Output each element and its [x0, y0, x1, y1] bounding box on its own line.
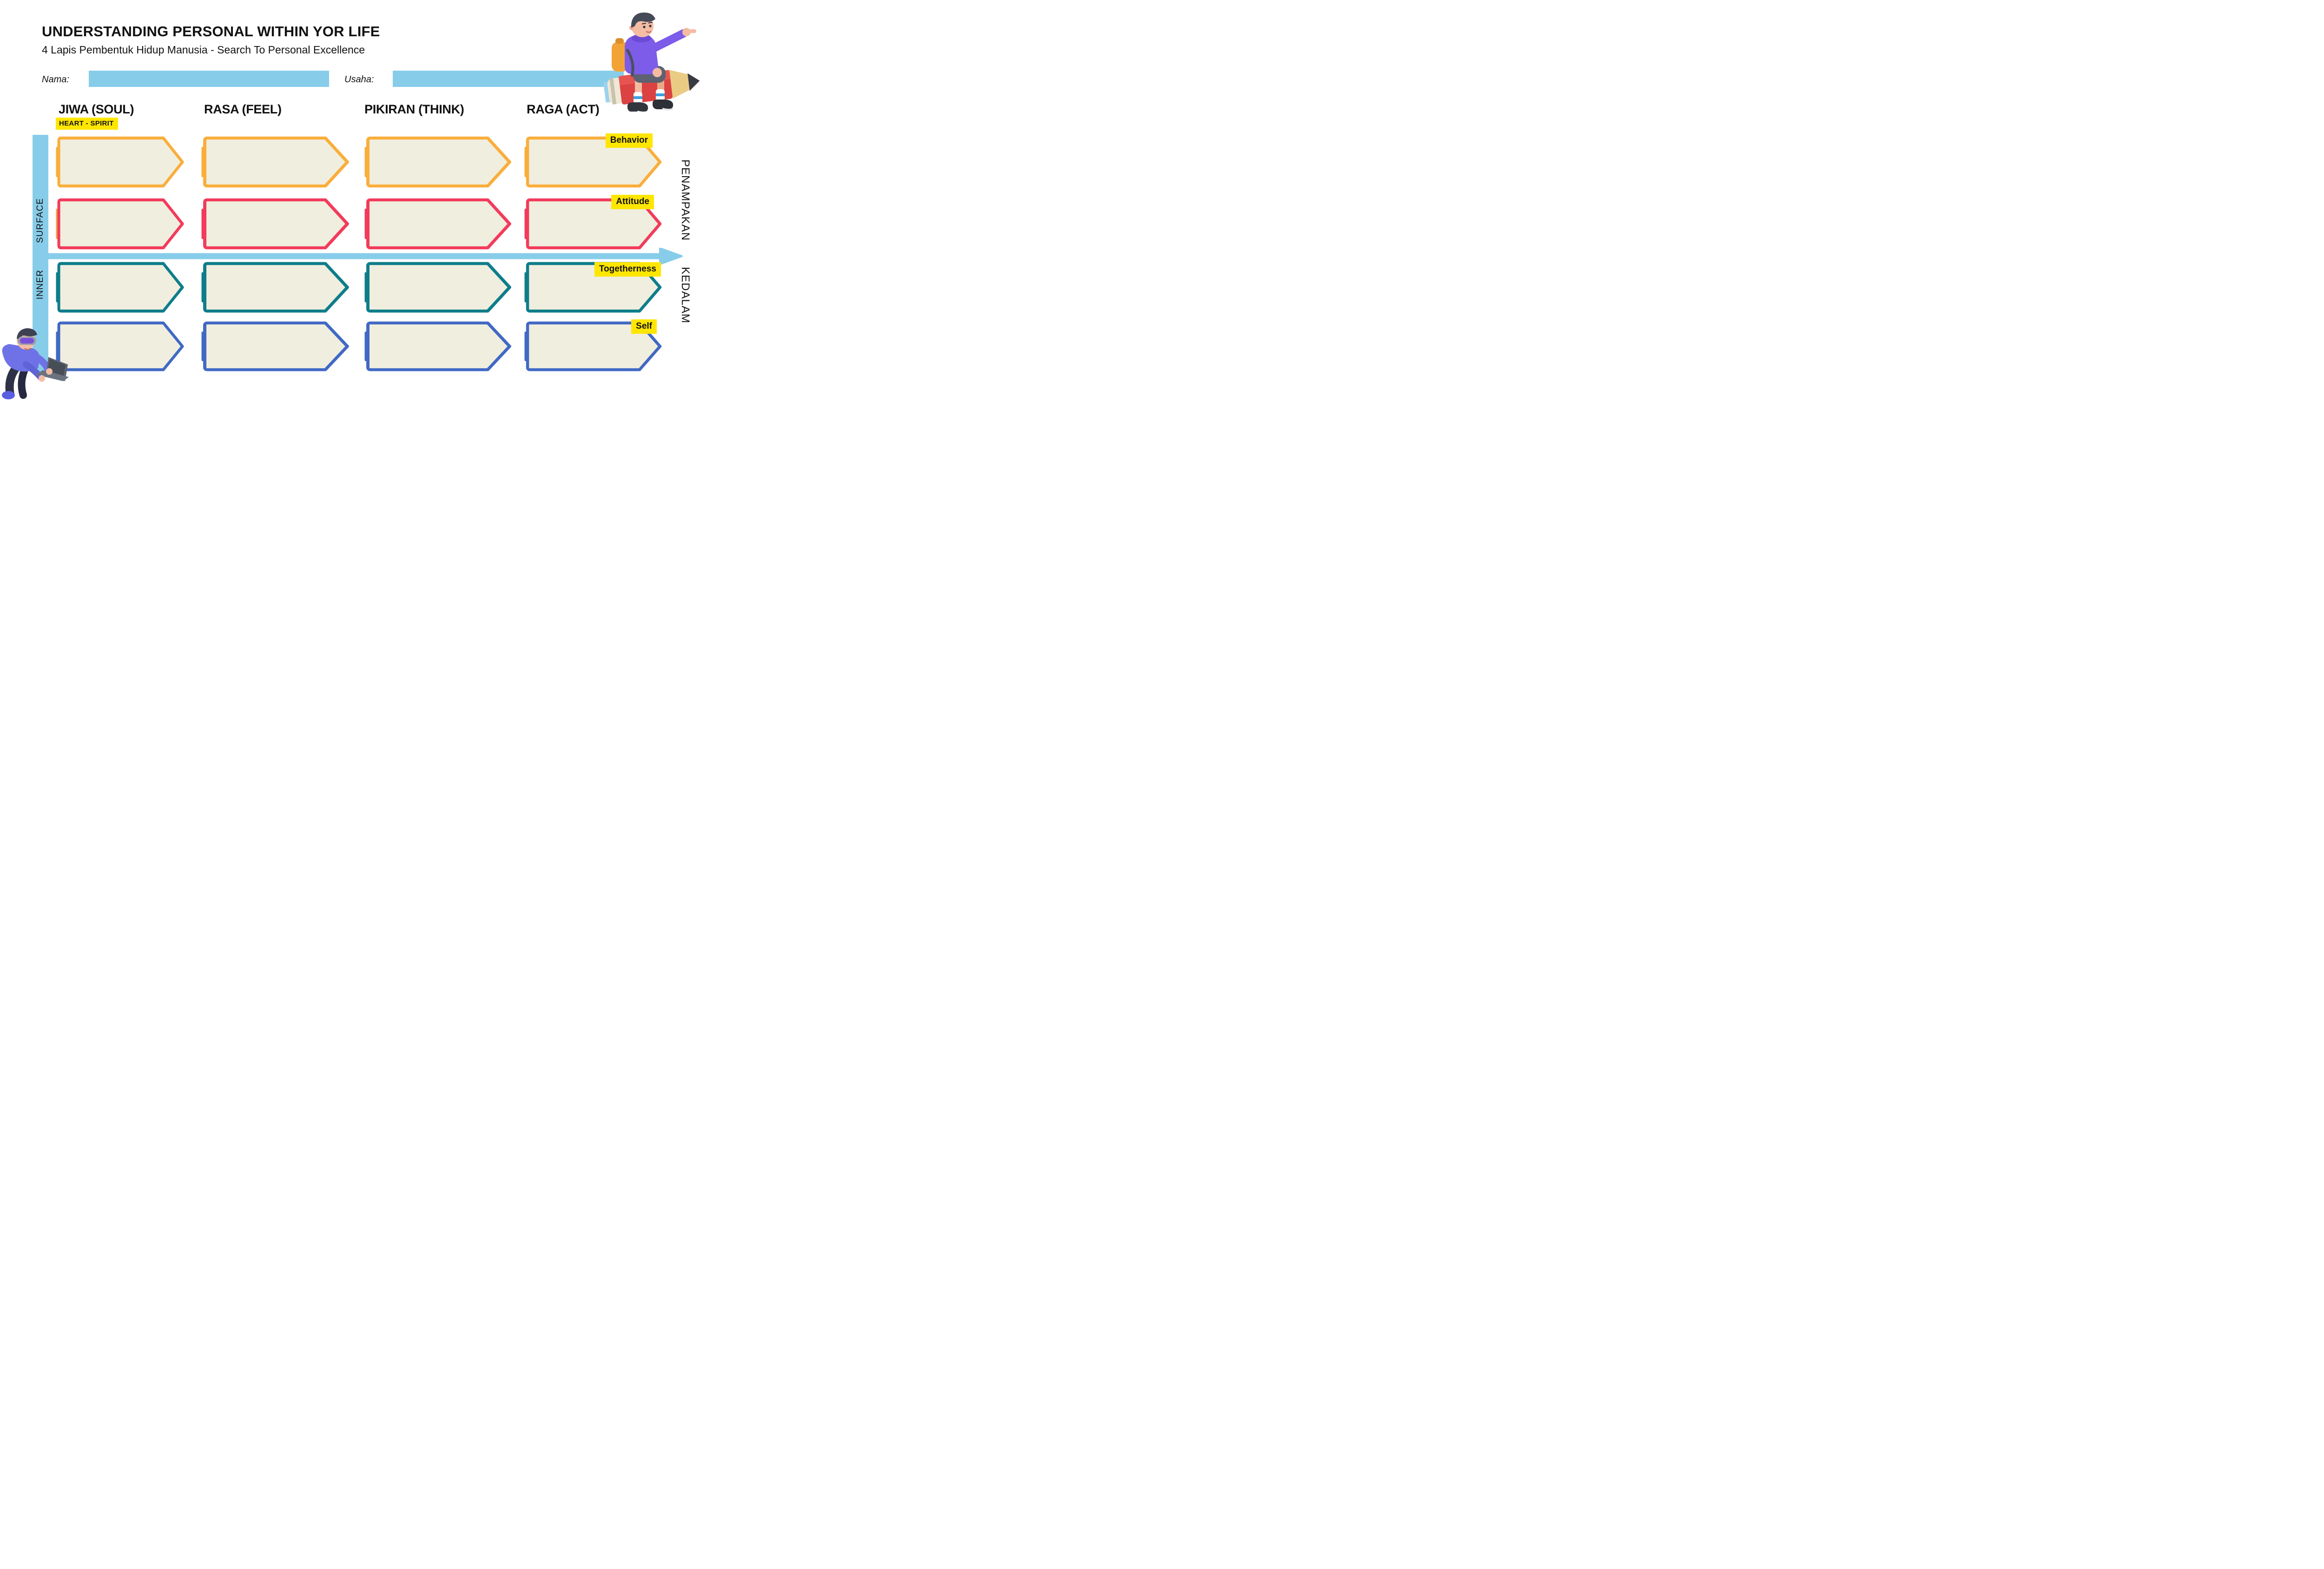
cell-raga-self[interactable]: [524, 320, 664, 373]
cell-jiwa-behavior[interactable]: [56, 135, 186, 189]
cell-raga-behavior[interactable]: [524, 135, 664, 189]
column-header-rasa: RASA (FEEL): [204, 102, 282, 116]
cell-pikiran-attitude[interactable]: [364, 197, 514, 251]
usaha-input-field[interactable]: [393, 71, 624, 87]
cell-raga-attitude[interactable]: [524, 197, 664, 251]
heart-spirit-tag: HEART - SPIRIT: [56, 118, 118, 130]
worksheet-canvas: UNDERSTANDING PERSONAL WITHIN YOR LIFE 4…: [0, 0, 714, 402]
axis-label-surface: SURFACE: [35, 198, 45, 243]
column-header-jiwa: JIWA (SOUL): [59, 102, 134, 116]
row-tag-attitude: Attitude: [611, 195, 654, 209]
surface-inner-arrow-icon: [33, 248, 683, 265]
boy-riding-pencil-illustration: [603, 12, 700, 112]
nama-label: Nama:: [42, 74, 69, 85]
axis-label-penampakan: PENAMPAKAN: [679, 159, 692, 241]
cell-rasa-self[interactable]: [201, 320, 351, 373]
page-subtitle: 4 Lapis Pembentuk Hidup Manusia - Search…: [42, 44, 365, 56]
column-header-pikiran: PIKIRAN (THINK): [364, 102, 464, 116]
cell-pikiran-self[interactable]: [364, 320, 514, 373]
axis-label-kedalam: KEDALAM: [679, 267, 692, 324]
cell-jiwa-self[interactable]: [56, 320, 186, 373]
row-tag-self: Self: [631, 319, 657, 334]
boy-with-laptop-illustration: [2, 328, 69, 399]
page-title: UNDERSTANDING PERSONAL WITHIN YOR LIFE: [42, 23, 380, 40]
cell-rasa-behavior[interactable]: [201, 135, 351, 189]
usaha-label: Usaha:: [344, 74, 374, 85]
cell-rasa-attitude[interactable]: [201, 197, 351, 251]
row-tag-togetherness: Togetherness: [594, 262, 661, 277]
axis-label-inner: INNER: [35, 269, 45, 300]
cell-jiwa-attitude[interactable]: [56, 197, 186, 251]
cell-pikiran-togetherness[interactable]: [364, 260, 514, 314]
row-tag-behavior: Behavior: [605, 133, 653, 148]
cell-pikiran-behavior[interactable]: [364, 135, 514, 189]
column-header-raga: RAGA (ACT): [527, 102, 600, 116]
cell-rasa-togetherness[interactable]: [201, 260, 351, 314]
nama-input-field[interactable]: [89, 71, 329, 87]
cell-jiwa-togetherness[interactable]: [56, 260, 186, 314]
